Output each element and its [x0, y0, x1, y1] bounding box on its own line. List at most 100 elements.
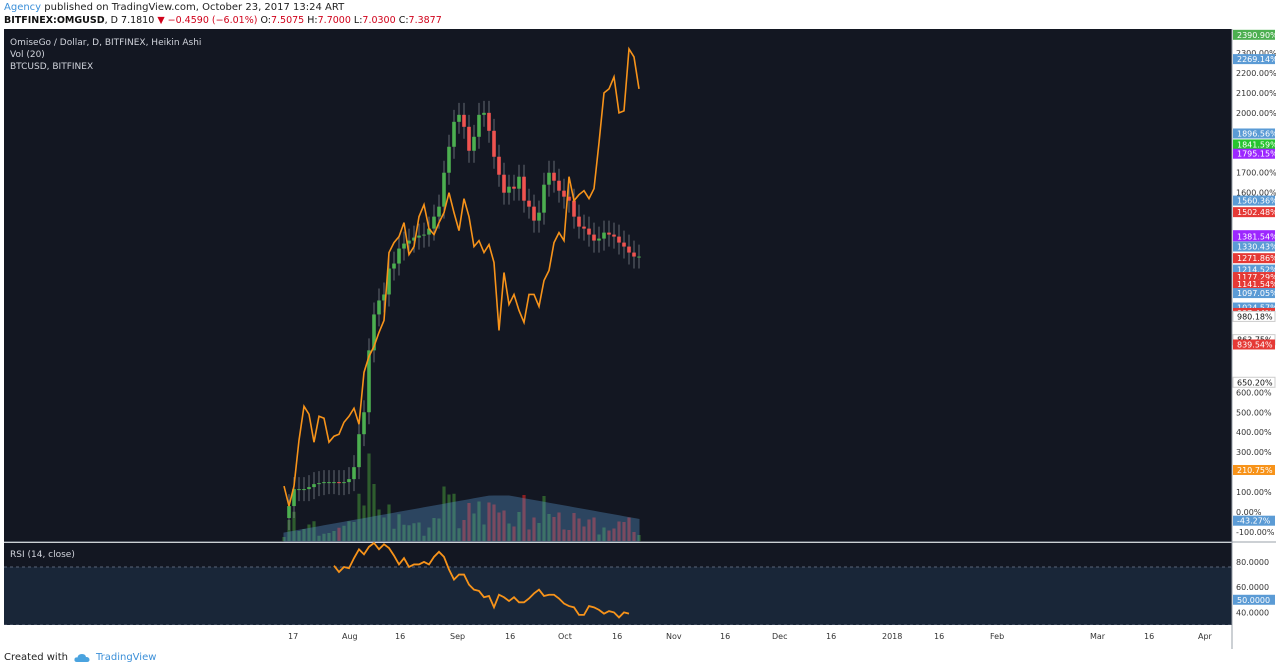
volume-bar [347, 521, 351, 541]
price-labels: 2390.90% 2269.14% 1896.56% 1841.59%1795.15%… [1232, 29, 1276, 526]
candle-body [542, 184, 546, 213]
time-tick: 17 [288, 632, 298, 641]
volume-bar [602, 527, 606, 541]
volume-bar [422, 535, 426, 541]
volume-bar [457, 528, 461, 541]
rsi-tick: 60.0000 [1236, 583, 1269, 592]
volume-bar [482, 524, 486, 541]
candle-body [622, 242, 626, 247]
price-tick: 100.00% [1236, 488, 1272, 497]
volume-bar [552, 517, 556, 541]
volume-bar [492, 504, 496, 541]
price-tick: 2000.00% [1236, 109, 1276, 118]
price-label-bg [1233, 253, 1275, 264]
volume-bar [447, 494, 451, 541]
candle-body [432, 216, 436, 229]
time-tick: 2018 [882, 632, 902, 641]
candle-body [337, 482, 341, 484]
candle-body [472, 136, 476, 151]
legend-compare[interactable]: BTCUSD, BITFINEX [10, 62, 93, 72]
candle-body [477, 114, 481, 137]
candle-body [402, 243, 406, 249]
volume-bar [607, 530, 611, 541]
candle-body [287, 506, 291, 519]
volume-bar [452, 493, 456, 541]
time-tick: 16 [934, 632, 944, 641]
volume-bar [497, 512, 501, 541]
candle-body [562, 190, 566, 197]
volume-bar [437, 518, 441, 541]
published-text: published on TradingView.com, October 23… [44, 2, 345, 13]
candle-body [332, 482, 336, 484]
price-label: 2269.14% [1237, 55, 1276, 64]
volume-bar [517, 512, 521, 541]
volume-bar [427, 527, 431, 541]
candle-body [572, 200, 576, 217]
price-label-bg [1233, 54, 1275, 65]
author-link[interactable]: Agency [4, 2, 42, 13]
price-label: 2390.90% [1237, 31, 1276, 40]
candle-body [532, 206, 536, 221]
candle-body [327, 482, 331, 484]
volume-bar [512, 526, 516, 541]
candle-body [482, 112, 486, 115]
volume-bar [392, 528, 396, 541]
price-label: 1795.15% [1237, 150, 1276, 159]
volume-bar [557, 512, 561, 541]
candle-body [582, 226, 586, 229]
candle-body [377, 300, 381, 315]
volume-bar [597, 534, 601, 541]
open-label: O: [260, 15, 271, 26]
volume-bar [532, 517, 536, 541]
price-label-bg [1233, 231, 1275, 242]
volume-bar [537, 523, 541, 541]
time-tick: Aug [342, 632, 358, 641]
main-pane-bg[interactable] [4, 29, 1232, 542]
candle-body [597, 238, 601, 241]
price-tick: 2200.00% [1236, 69, 1276, 78]
volume-bar [612, 528, 616, 541]
time-scale[interactable] [4, 625, 1232, 649]
price-tick: 1600.00% [1236, 189, 1276, 198]
price-label: 839.54% [1237, 340, 1273, 349]
time-tick: 16 [720, 632, 730, 641]
rsi-tick: 80.0000 [1236, 558, 1269, 567]
price-tick: 300.00% [1236, 448, 1272, 457]
candle-body [447, 146, 451, 173]
time-tick: Apr [1198, 632, 1213, 641]
volume-bar [362, 505, 366, 541]
time-tick: Feb [990, 632, 1004, 641]
volume-ma-area [283, 495, 640, 542]
tradingview-cloud-icon [74, 653, 90, 662]
candle-body [387, 268, 391, 295]
price-label-bg [1233, 272, 1275, 283]
candle-body [602, 232, 606, 239]
tradingview-link[interactable]: TradingView [95, 652, 157, 663]
volume-bar [417, 522, 421, 541]
legend-vol[interactable]: Vol (20) [10, 50, 45, 60]
legend-rsi[interactable]: RSI (14, close) [10, 550, 75, 560]
volume-bar [302, 529, 306, 541]
volume-bar [387, 504, 391, 541]
volume-bar [402, 524, 406, 541]
candle-body [317, 483, 321, 485]
time-tick: Oct [558, 632, 572, 641]
high-label: H: [307, 15, 318, 26]
volume-bar [287, 520, 291, 541]
volume-ma [283, 495, 640, 542]
price-label: 1097.05% [1237, 289, 1276, 298]
time-tick: 16 [826, 632, 836, 641]
volume-bar [282, 537, 286, 541]
volume-bar [397, 514, 401, 541]
symbol-header: BITFINEX:OMGUSD, D 7.1810 ▼ −0.4590 (−6.… [4, 15, 442, 26]
legend-main[interactable]: OmiseGo / Dollar, D, BITFINEX, Heikin As… [10, 38, 201, 48]
price-label-bg [1232, 376, 1276, 388]
last-price: 7.1810 [121, 15, 155, 26]
volume-bar [332, 531, 336, 541]
chart-canvas[interactable]: OmiseGo / Dollar, D, BITFINEX, Heikin As… [4, 29, 1276, 649]
volume-bar [547, 514, 551, 541]
volume-bar [432, 518, 436, 541]
price-label: 1502.48% [1237, 208, 1276, 217]
volume-bar [637, 535, 641, 541]
candle-body [547, 172, 551, 185]
